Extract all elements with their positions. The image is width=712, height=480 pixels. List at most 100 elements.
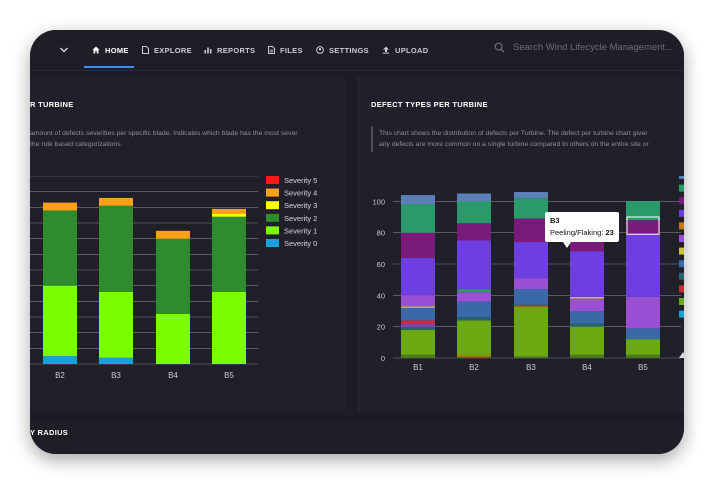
bar-segment [401,195,435,205]
bar-segment [401,232,435,258]
nav-upload[interactable]: UPLOAD [382,30,428,70]
x-tick-label: B3 [111,371,121,380]
legend-swatch [679,247,684,255]
defect-desc-line-1: This chart shows the distribution of def… [379,130,648,137]
tooltip-box [545,212,619,242]
bar-segment [99,197,133,206]
defect-desc-line-2: any defects are more common on a single … [379,141,649,148]
tooltip-label: Peeling/Flaking: 23 [550,228,614,237]
upload-icon [382,46,390,54]
y-tick-label: 40 [377,291,385,300]
y-tick-label: 20 [377,323,385,332]
y-tick-label: 100 [372,197,385,206]
user-circle-icon [316,46,324,54]
bar-segment [156,238,190,314]
legend-swatch [679,260,684,268]
bar-segment [514,306,548,357]
bar-segment [514,304,548,307]
bar-segment [43,202,77,211]
defect-types-panel: DEFECT TYPES PER TURBINE This chart show… [358,78,684,412]
legend-swatch [679,310,684,318]
bar-segment [212,208,246,214]
nav-home-label: HOME [105,45,129,55]
nav-files-label: FILES [280,45,303,55]
legend-label: Severity 3 [284,201,317,210]
severity-panel-title: R TURBINE [30,100,74,109]
bar-segment [401,306,435,308]
defect-types-panel-description: This chart shows the distribution of def… [379,128,649,150]
severity-panel-description: amount of defects severities per specifi… [30,128,298,150]
bar-segment [514,198,548,219]
legend-swatch [679,222,684,230]
legend-label: Severity 1 [284,226,317,235]
bar-segment [514,289,548,305]
bar-segment [570,298,604,311]
bar-segment [99,357,133,364]
legend-label: Severity 5 [284,176,317,185]
bar-segment [457,320,491,355]
bar-segment [626,220,660,235]
search-bar[interactable]: Search Wind Lifecycle Management... [494,42,673,53]
severity-desc-line-2: the rule based categorizations. [30,141,123,148]
legend-swatch [679,272,684,280]
bar-segment [457,193,491,202]
legend-swatch [679,285,684,293]
app-window: HOME EXPLORE REPORTS FILES [30,30,684,454]
nav-reports[interactable]: REPORTS [204,30,255,70]
defect-types-chart: 020406080100120B1B2B3B4B5B3Peeling/Flaki… [372,176,684,372]
nav-explore-label: EXPLORE [154,45,192,55]
bar-segment [457,301,491,318]
x-tick-label: B4 [168,371,178,380]
legend-swatch [266,188,279,197]
legend-label: Severity 2 [284,214,317,223]
x-tick-label: B1 [413,363,423,372]
bar-segment [401,320,435,324]
x-tick-label: B3 [526,363,536,372]
nav-files[interactable]: FILES [268,30,303,70]
bar-segment [626,296,660,329]
tooltip-value: 23 [605,228,613,237]
bar-segment [626,234,660,297]
legend-swatch [266,226,279,235]
bar-segment [457,201,491,224]
top-nav: HOME EXPLORE REPORTS FILES [30,30,684,71]
bar-segment [514,356,548,358]
legend-swatch [679,235,684,242]
legend-swatch [679,176,684,179]
bar-segment [514,218,548,243]
bar-segment [43,210,77,286]
severity-panel: R TURBINE amount of defects severities p… [30,78,346,412]
home-icon [92,46,100,54]
search-input[interactable]: Search Wind Lifecycle Management... [513,42,673,53]
chevron-down-icon[interactable] [59,46,69,54]
bar-segment [457,356,491,358]
document-icon [268,46,275,54]
nav-settings[interactable]: SETTINGS [316,30,369,70]
legend-swatch [679,197,684,205]
legend-swatch [266,201,279,210]
x-tick-label: B4 [582,363,592,372]
nav-explore[interactable]: EXPLORE [142,30,192,70]
bar-segment [401,329,435,355]
bar-segment [401,204,435,233]
bar-segment [457,292,491,302]
bar-segment [212,216,246,292]
legend-label: Severity 4 [284,189,317,198]
severity-desc-line-1: amount of defects severities per specifi… [30,130,298,137]
bottom-section-title: Y RADIUS [30,428,69,437]
bar-segment [626,339,660,355]
defect-types-panel-title: DEFECT TYPES PER TURBINE [371,100,488,109]
search-icon [494,42,505,53]
nav-home[interactable]: HOME [92,30,129,70]
legend-swatch [679,298,684,305]
bar-segment [457,289,491,293]
bar-segment [626,354,660,358]
nav-settings-label: SETTINGS [329,45,369,55]
bar-segment [570,296,604,299]
bar-segment [212,213,246,217]
bar-segment [401,326,435,330]
legend-label: Severity 0 [284,239,317,248]
bar-segment [156,313,190,364]
file-icon [142,46,149,54]
x-tick-label: B5 [224,371,234,380]
